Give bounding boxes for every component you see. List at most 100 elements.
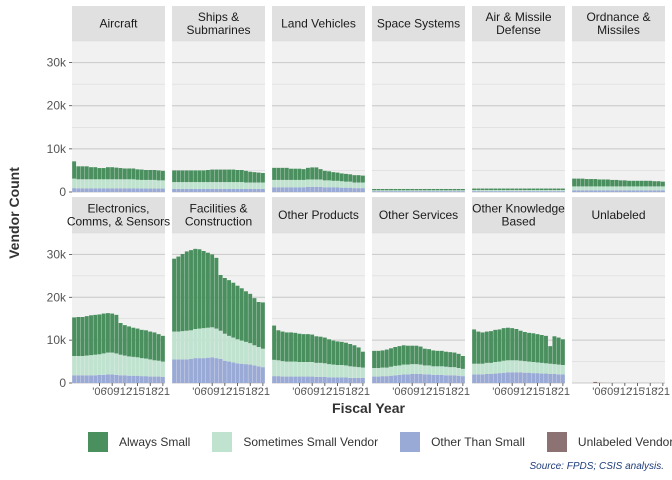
- bar-segment-always-small: [193, 170, 198, 183]
- bar-segment-other-than-small: [156, 188, 161, 192]
- bar-segment-sometimes-small: [422, 365, 427, 375]
- bar-segment-other-than-small: [652, 190, 657, 192]
- bar-segment-other-than-small: [301, 376, 306, 383]
- bar-segment-other-than-small: [460, 191, 465, 192]
- bar-segment-sometimes-small: [618, 186, 623, 191]
- bar-segment-always-small: [144, 330, 148, 359]
- bar-segment-always-small: [289, 168, 293, 180]
- bar-segment-sometimes-small: [518, 190, 523, 192]
- bar-segment-other-than-small: [89, 188, 93, 192]
- bar-segment-other-than-small: [456, 375, 461, 383]
- bar-segment-always-small: [272, 167, 277, 180]
- bar-segment-always-small: [172, 258, 177, 332]
- bar-segment-other-than-small: [489, 374, 493, 383]
- bar-segment-always-small: [422, 188, 427, 191]
- bar-segment-sometimes-small: [284, 179, 289, 188]
- bar-segment-always-small: [189, 170, 193, 183]
- bar-segment-always-small: [276, 330, 281, 361]
- bar-segment-sometimes-small: [356, 367, 361, 378]
- facet-strip: [372, 197, 465, 233]
- bar-segment-sometimes-small: [639, 186, 644, 191]
- bar-segment-always-small: [310, 334, 315, 362]
- bar-segment-always-small: [439, 350, 444, 367]
- bar-segment-always-small: [514, 188, 519, 191]
- bar-segment-sometimes-small: [601, 186, 606, 191]
- bar-segment-sometimes-small: [335, 365, 340, 378]
- x-tick-label: '15: [530, 386, 544, 398]
- bar-segment-sometimes-small: [376, 368, 381, 377]
- bar-segment-always-small: [539, 335, 544, 363]
- bar-segment-sometimes-small: [72, 356, 77, 376]
- bar-segment-sometimes-small: [360, 367, 365, 378]
- bar-segment-always-small: [148, 169, 153, 180]
- bar-segment-always-small: [118, 323, 123, 355]
- bar-segment-other-than-small: [314, 377, 319, 383]
- bar-segment-always-small: [452, 352, 457, 368]
- bar-segment-other-than-small: [539, 373, 544, 383]
- bar-segment-other-than-small: [214, 188, 219, 192]
- bar-segment-sometimes-small: [427, 365, 432, 375]
- bar-segment-sometimes-small: [180, 182, 185, 189]
- bar-segment-other-than-small: [248, 188, 253, 192]
- x-tick-label: '21: [156, 386, 170, 398]
- bar-segment-always-small: [456, 188, 461, 191]
- bar-segment-sometimes-small: [531, 362, 536, 374]
- bar-segment-other-than-small: [239, 363, 244, 383]
- x-tick-label: '06: [192, 386, 206, 398]
- bar-segment-sometimes-small: [627, 186, 632, 191]
- facet-strip: [572, 6, 665, 41]
- bar-segment-sometimes-small: [252, 182, 257, 189]
- bar-segment-sometimes-small: [235, 339, 240, 364]
- bar-segment-other-than-small: [160, 188, 165, 192]
- bar-segment-sometimes-small: [372, 368, 377, 377]
- bar-segment-other-than-small: [197, 188, 202, 192]
- facet-title: Other Products: [278, 208, 359, 222]
- bar-segment-other-than-small: [580, 190, 585, 192]
- bar-segment-always-small: [652, 181, 657, 187]
- x-tick-label: '21: [656, 386, 670, 398]
- bar-segment-sometimes-small: [348, 366, 353, 378]
- bar-segment-sometimes-small: [114, 179, 119, 189]
- bar-segment-always-small: [105, 313, 110, 353]
- bar-segment-sometimes-small: [393, 190, 398, 192]
- bar-segment-other-than-small: [380, 376, 385, 383]
- panel-background: [372, 41, 465, 192]
- bar-segment-other-than-small: [589, 190, 593, 192]
- bar-segment-sometimes-small: [227, 335, 232, 362]
- bar-segment-other-than-small: [222, 360, 227, 383]
- bar-segment-other-than-small: [80, 375, 85, 383]
- bar-segment-other-than-small: [280, 187, 285, 192]
- bar-segment-sometimes-small: [435, 366, 440, 375]
- bar-segment-sometimes-small: [318, 362, 323, 377]
- bar-segment-other-than-small: [239, 188, 244, 192]
- x-tick-label: '06: [292, 386, 306, 398]
- bar-segment-sometimes-small: [180, 331, 185, 360]
- bar-segment-sometimes-small: [280, 361, 285, 377]
- bar-segment-always-small: [276, 167, 281, 180]
- bar-segment-other-than-small: [435, 374, 440, 383]
- bar-segment-always-small: [405, 345, 410, 365]
- facet-title: Air & Missile: [485, 10, 551, 24]
- bar-segment-other-than-small: [72, 375, 77, 383]
- bar-segment-other-than-small: [280, 376, 285, 383]
- facet-strip: [272, 197, 365, 233]
- bar-segment-sometimes-small: [514, 190, 519, 192]
- source-note: Source: FPDS; CSIS analysis.: [529, 461, 665, 472]
- bar-segment-other-than-small: [410, 374, 415, 383]
- bar-segment-other-than-small: [139, 188, 144, 192]
- x-tick-label: '15: [630, 386, 644, 398]
- bar-segment-sometimes-small: [189, 330, 193, 359]
- bar-segment-always-small: [510, 188, 515, 191]
- bar-segment-always-small: [393, 188, 398, 191]
- bar-segment-always-small: [660, 181, 665, 187]
- bar-segment-always-small: [256, 302, 261, 347]
- bar-segment-always-small: [527, 332, 532, 362]
- bar-segment-other-than-small: [476, 374, 481, 383]
- bar-segment-always-small: [139, 329, 144, 359]
- bar-segment-other-than-small: [310, 186, 315, 192]
- facet-title: Ships &: [198, 10, 239, 24]
- bar-segment-other-than-small: [344, 377, 348, 383]
- bar-segment-other-than-small: [576, 190, 581, 192]
- bar-segment-other-than-small: [501, 372, 506, 383]
- bar-segment-sometimes-small: [444, 366, 448, 376]
